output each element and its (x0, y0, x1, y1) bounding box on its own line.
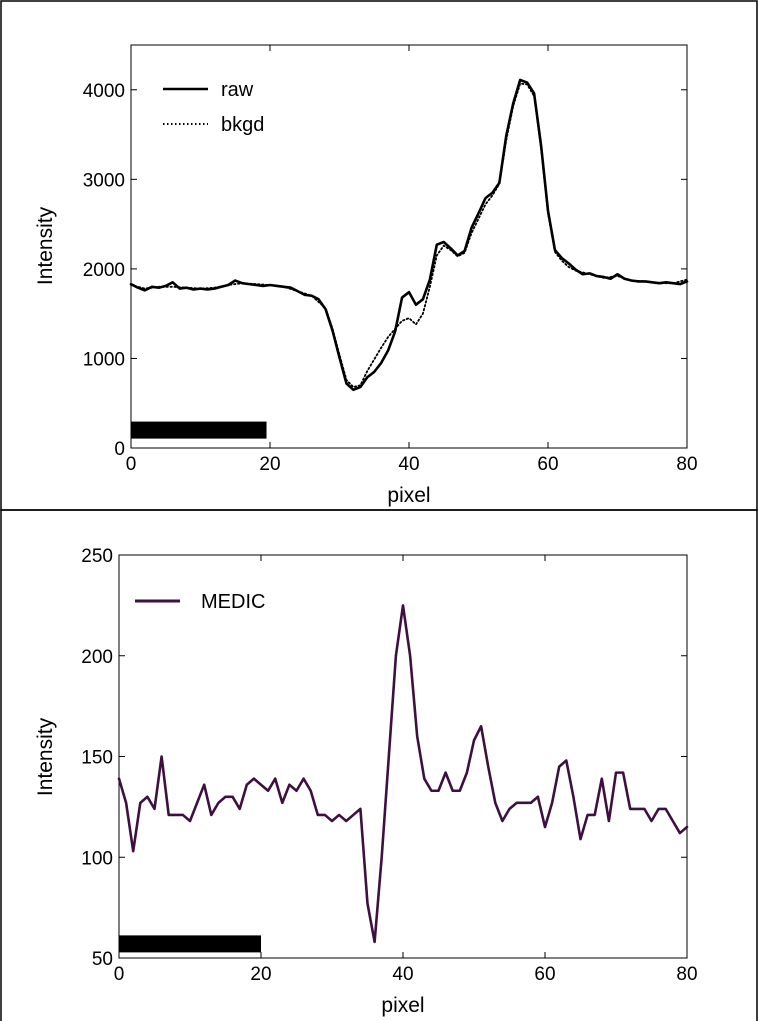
top-x-ticks: 0 20 40 60 80 (126, 45, 698, 475)
series-line-medic (117, 604, 689, 944)
x-tick-label: 60 (537, 454, 558, 475)
top-y-ticks: 0 1000 2000 3000 4000 (83, 81, 687, 460)
y-tick-label: 1000 (83, 349, 125, 370)
top-y-axis-label: Intensity (34, 206, 57, 285)
y-tick-label: 2000 (83, 260, 125, 281)
y-tick-label: 100 (81, 848, 113, 869)
y-tick-label: 150 (81, 748, 113, 769)
bottom-x-axis-label: pixel (381, 994, 424, 1017)
x-tick-label: 20 (250, 964, 271, 985)
top-scale-bar (131, 421, 267, 439)
x-tick-label: 0 (126, 454, 137, 475)
top-chart: 0 20 40 60 80 0 1000 2000 3000 4000 raw bkgd pix… (34, 44, 698, 507)
legend-label-bkgd: bkgd (221, 114, 264, 136)
y-tick-label: 50 (92, 949, 113, 970)
top-panel-frame (0, 0, 758, 511)
y-tick-label: 250 (81, 546, 113, 567)
bottom-panel-frame (0, 509, 758, 1021)
top-plot-area (130, 44, 688, 449)
y-tick-label: 0 (114, 439, 125, 460)
top-series (129, 78, 689, 392)
x-tick-label: 80 (676, 454, 697, 475)
bottom-scale-bar (119, 935, 261, 953)
x-tick-label: 40 (392, 964, 413, 985)
bottom-plot-area (118, 554, 688, 959)
series-line-raw (129, 78, 689, 392)
y-tick-label: 3000 (83, 170, 125, 191)
bottom-series (117, 604, 689, 944)
bottom-legend: MEDIC (135, 591, 265, 613)
x-tick-label: 80 (676, 964, 697, 985)
series-line-bkgd (130, 82, 688, 389)
top-legend: raw bkgd (163, 79, 264, 136)
y-tick-label: 200 (81, 647, 113, 668)
legend-label-medic: MEDIC (201, 591, 265, 613)
bottom-chart: 0 20 40 60 80 50 100 150 200 250 MEDIC pixel Int… (34, 546, 698, 1017)
bottom-y-ticks: 50 100 150 200 250 (81, 546, 687, 970)
x-tick-label: 40 (398, 454, 419, 475)
bottom-x-ticks: 0 20 40 60 80 (114, 555, 698, 985)
x-tick-label: 60 (534, 964, 555, 985)
legend-label-raw: raw (221, 79, 254, 101)
x-tick-label: 20 (259, 454, 280, 475)
y-tick-label: 4000 (83, 81, 125, 102)
x-tick-label: 0 (114, 964, 125, 985)
bottom-y-axis-label: Intensity (34, 717, 57, 796)
top-x-axis-label: pixel (387, 484, 430, 507)
